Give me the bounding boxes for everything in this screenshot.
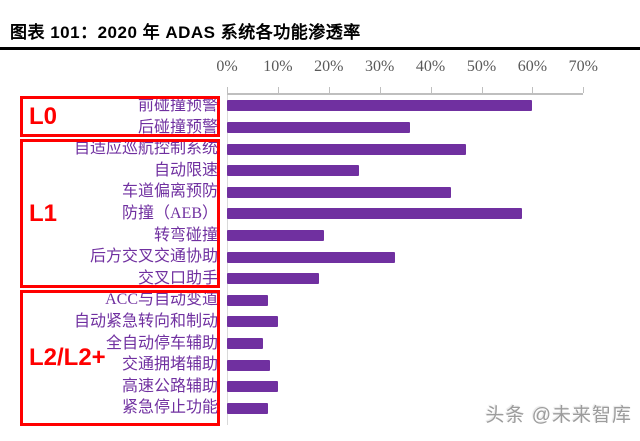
x-axis-tick-label: 60%: [517, 58, 548, 75]
x-axis-tick: [277, 87, 279, 93]
x-axis-tick: [227, 87, 228, 93]
bar: [227, 229, 324, 241]
x-axis-tick: [430, 87, 432, 93]
group-box-l1: L1: [20, 139, 220, 289]
x-axis-tick: [481, 87, 483, 93]
x-axis-tick: [328, 87, 330, 93]
category-label: 车道偏离预防: [121, 183, 218, 201]
bar: [227, 251, 395, 263]
category-label: 交通拥堵辅助: [121, 356, 218, 374]
category-label: 交叉口助手: [137, 269, 218, 287]
bar: [227, 337, 263, 349]
group-label: L2/L2+: [29, 344, 106, 372]
category-label: 自动紧急转向和制动: [73, 313, 218, 330]
category-label: 全自动停车辅助: [105, 334, 218, 352]
x-axis-tick-label: 70%: [568, 58, 598, 75]
bar: [227, 359, 271, 371]
group-label: L1: [29, 199, 58, 227]
bar: [227, 294, 268, 306]
title-underline: [0, 47, 640, 50]
figure-title: 图表 101：2020 年 ADAS 系统各功能渗透率: [10, 23, 361, 42]
bar: [227, 381, 278, 393]
x-axis-tick-label: 0%: [216, 58, 238, 75]
watermark-text: 头条 @未来智库: [485, 405, 632, 426]
bar: [227, 208, 523, 220]
x-axis-tick: [379, 87, 381, 93]
category-label: 高速公路辅助: [121, 377, 218, 395]
x-axis-tick-label: 50%: [466, 58, 497, 75]
group-box-l2l2: L2/L2+: [20, 290, 220, 426]
x-axis-tick-label: 40%: [415, 58, 446, 75]
bar: [227, 402, 268, 414]
bar: [227, 121, 411, 133]
x-axis-tick-label: 20%: [314, 58, 344, 75]
bar-chart: 0% 10% 20% 30% 40% 50% 60% 70% 前碰撞预警后碰撞预警自适应巡航控制…: [0, 50, 640, 441]
x-axis-tick: [532, 87, 534, 93]
category-label: 防撞（AEB）: [121, 205, 218, 222]
bar: [227, 273, 319, 285]
x-axis-tick: [583, 87, 585, 93]
category-label: 紧急停止功能: [121, 399, 218, 417]
group-label: L0: [29, 102, 58, 130]
category-label: 自适应巡航控制系统: [73, 140, 218, 158]
category-label: 后碰撞预警: [137, 118, 218, 136]
bar: [227, 165, 360, 177]
bar: [227, 316, 278, 328]
x-axis-line: [227, 93, 584, 95]
x-axis-tick-label: 30%: [365, 58, 395, 75]
category-label: 前碰撞预警: [137, 97, 218, 114]
group-box-l0: L0: [20, 96, 220, 138]
category-label: 转弯碰撞: [153, 226, 218, 244]
x-axis-tick-label: 10%: [263, 58, 293, 75]
bar: [227, 143, 467, 155]
category-label: 后方交叉交通协助: [89, 248, 218, 266]
category-label: ACC与自动变道: [105, 291, 218, 309]
bar: [227, 100, 533, 112]
bar: [227, 186, 451, 198]
category-label: 自动限速: [153, 161, 218, 179]
